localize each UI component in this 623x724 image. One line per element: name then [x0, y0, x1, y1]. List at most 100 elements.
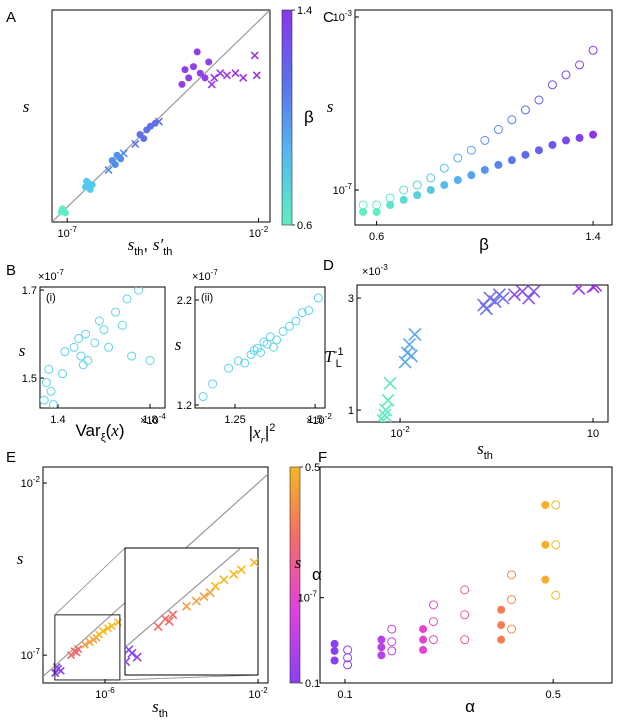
cross-point	[402, 338, 417, 352]
label-part: s	[175, 335, 182, 354]
label-part: s	[327, 97, 334, 116]
cross-point	[236, 565, 246, 575]
point	[58, 205, 66, 213]
cross-point	[119, 149, 128, 158]
point	[117, 155, 125, 163]
y-axis-label: s	[19, 341, 26, 360]
x-tick-label: 10-2	[248, 686, 268, 701]
open-point	[284, 321, 294, 331]
point	[205, 58, 213, 66]
panel-letter: C	[323, 9, 334, 26]
cross-point	[479, 302, 493, 316]
tick-exponent: -7	[310, 590, 318, 599]
open-point	[507, 115, 517, 125]
open-point	[198, 392, 208, 402]
open-point	[256, 347, 266, 357]
zoom-connector	[119, 674, 259, 681]
plot-area	[40, 287, 155, 408]
y-axis-label: s	[17, 549, 24, 568]
point	[330, 639, 339, 648]
label-part: β	[479, 235, 489, 254]
tick-base: ×10	[192, 271, 211, 283]
cross-point	[199, 591, 209, 602]
cross-point	[182, 601, 192, 611]
cross-point	[103, 624, 113, 633]
colorbar-label: α	[312, 565, 322, 584]
point	[372, 207, 381, 216]
label-part: s	[477, 439, 484, 458]
open-point	[439, 163, 449, 173]
open-point	[453, 153, 463, 163]
tick-exponent: -2	[261, 686, 269, 695]
subscript: th	[484, 450, 493, 462]
y-axis-label: s	[23, 97, 30, 116]
label-part: s	[295, 553, 302, 572]
point	[497, 635, 506, 644]
open-point	[99, 325, 109, 335]
point	[589, 130, 598, 139]
plot-area	[198, 293, 323, 402]
open-point	[313, 293, 323, 303]
cross-point	[586, 285, 600, 294]
tick-exponent: -2	[261, 225, 269, 234]
point	[377, 635, 386, 644]
point	[521, 150, 530, 159]
x-axis-label: Varξ(x)	[75, 421, 124, 444]
point	[185, 74, 193, 82]
open-point	[551, 540, 561, 550]
tick-base: 10	[21, 650, 33, 662]
point	[330, 656, 339, 665]
point	[377, 643, 386, 652]
x-axis-label: sth	[152, 697, 168, 720]
open-point	[297, 308, 307, 318]
open-point	[291, 316, 301, 326]
point	[453, 176, 462, 185]
open-point	[134, 287, 144, 295]
tick-exponent: -2	[33, 475, 41, 484]
open-point	[460, 610, 470, 620]
y-axis-label: T-1 L	[324, 346, 343, 370]
cross-point	[229, 569, 239, 579]
tick-exponent: -3	[345, 9, 353, 18]
x-tick-label: 10-2	[390, 425, 410, 440]
x-tick-label: 0.6	[369, 231, 384, 243]
open-point	[83, 355, 93, 365]
open-point	[507, 595, 517, 605]
open-point	[507, 624, 517, 634]
cross-point	[191, 596, 201, 606]
tick-exponent: -7	[70, 225, 78, 234]
plot-area	[376, 285, 603, 422]
x-axis-label: sth, s′th	[128, 235, 173, 258]
open-point	[372, 200, 382, 210]
x-multiplier: ×10-4	[140, 412, 166, 427]
open-point	[480, 135, 490, 145]
x-axis-label: |xr|2	[249, 422, 276, 446]
point	[534, 146, 543, 155]
cross-point	[383, 376, 397, 390]
panel-letter: E	[6, 449, 16, 466]
open-point	[343, 645, 353, 655]
open-point	[507, 570, 517, 580]
y-tick-label: 10-7	[333, 182, 353, 197]
label-part: s′	[153, 235, 164, 254]
superscript: 2	[269, 422, 275, 434]
open-point	[547, 80, 557, 90]
point	[541, 575, 550, 584]
open-point	[460, 585, 470, 595]
x-tick-label: 10-6	[95, 686, 115, 701]
y-tick-label: 3	[348, 293, 354, 305]
point	[562, 136, 571, 145]
open-point	[233, 356, 243, 366]
cross-point	[250, 51, 259, 60]
colorbar	[289, 466, 301, 684]
cross-point	[99, 627, 108, 636]
open-point	[387, 624, 397, 634]
cross-point	[400, 346, 414, 360]
cross-point	[496, 291, 510, 305]
plot-frame	[354, 9, 613, 226]
point	[467, 171, 476, 180]
open-point	[551, 500, 561, 510]
open-point	[387, 646, 397, 656]
point	[494, 160, 503, 169]
point	[193, 48, 201, 56]
